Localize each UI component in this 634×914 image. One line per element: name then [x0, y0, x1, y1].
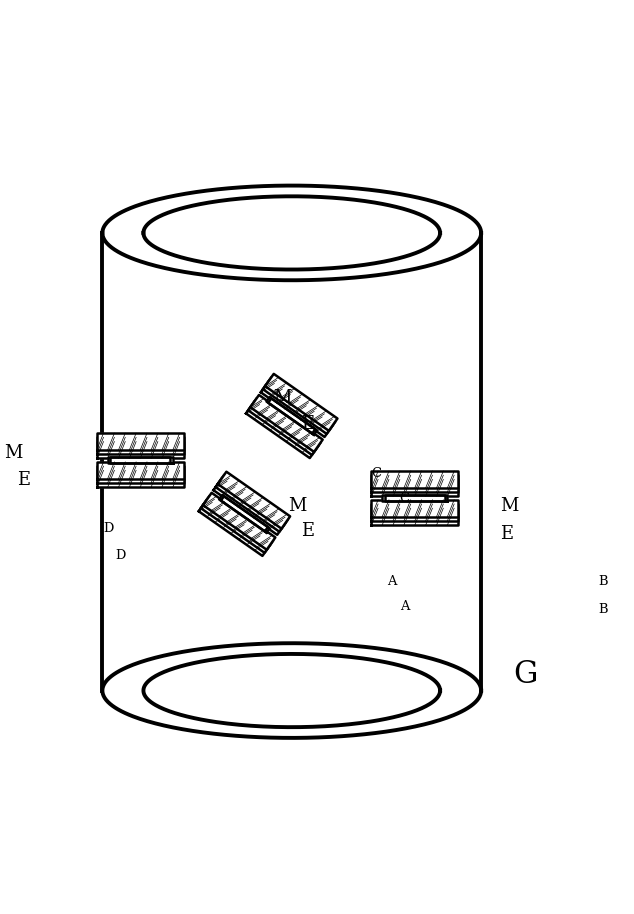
Text: D: D	[103, 522, 113, 535]
Polygon shape	[372, 480, 458, 496]
Text: A: A	[387, 575, 396, 588]
Polygon shape	[103, 643, 481, 738]
Polygon shape	[261, 380, 333, 437]
Text: D: D	[115, 549, 126, 562]
Text: A: A	[399, 600, 409, 612]
Text: M: M	[4, 444, 23, 462]
Polygon shape	[268, 399, 317, 435]
Polygon shape	[198, 499, 271, 556]
Polygon shape	[108, 457, 171, 463]
Text: E: E	[301, 415, 314, 432]
Polygon shape	[97, 462, 184, 479]
Polygon shape	[372, 475, 458, 492]
Polygon shape	[250, 395, 323, 452]
Polygon shape	[97, 441, 184, 458]
Polygon shape	[110, 457, 172, 463]
Text: M: M	[500, 496, 519, 515]
Polygon shape	[203, 493, 275, 549]
Polygon shape	[263, 377, 335, 434]
Polygon shape	[217, 472, 290, 528]
Polygon shape	[216, 474, 288, 532]
Polygon shape	[214, 478, 286, 535]
Text: E: E	[17, 472, 30, 489]
Text: M: M	[273, 389, 291, 408]
Polygon shape	[246, 401, 318, 458]
Polygon shape	[372, 504, 458, 521]
Text: B: B	[598, 603, 608, 616]
Polygon shape	[221, 496, 269, 533]
Text: G: G	[513, 659, 538, 690]
Polygon shape	[97, 433, 184, 450]
Polygon shape	[385, 495, 447, 501]
Polygon shape	[266, 398, 315, 433]
Polygon shape	[265, 374, 337, 430]
Polygon shape	[372, 508, 458, 525]
Text: B: B	[598, 575, 608, 588]
Polygon shape	[248, 399, 321, 455]
Text: M: M	[288, 496, 307, 515]
Text: C: C	[372, 467, 381, 480]
Text: E: E	[500, 525, 513, 543]
Polygon shape	[143, 654, 440, 728]
Polygon shape	[201, 496, 273, 553]
Text: E: E	[301, 522, 314, 540]
Polygon shape	[372, 500, 458, 516]
Polygon shape	[382, 495, 445, 501]
Polygon shape	[97, 438, 184, 454]
Polygon shape	[219, 495, 268, 531]
Polygon shape	[97, 471, 184, 487]
Text: C: C	[399, 493, 410, 505]
Polygon shape	[372, 471, 458, 488]
Polygon shape	[97, 466, 184, 483]
